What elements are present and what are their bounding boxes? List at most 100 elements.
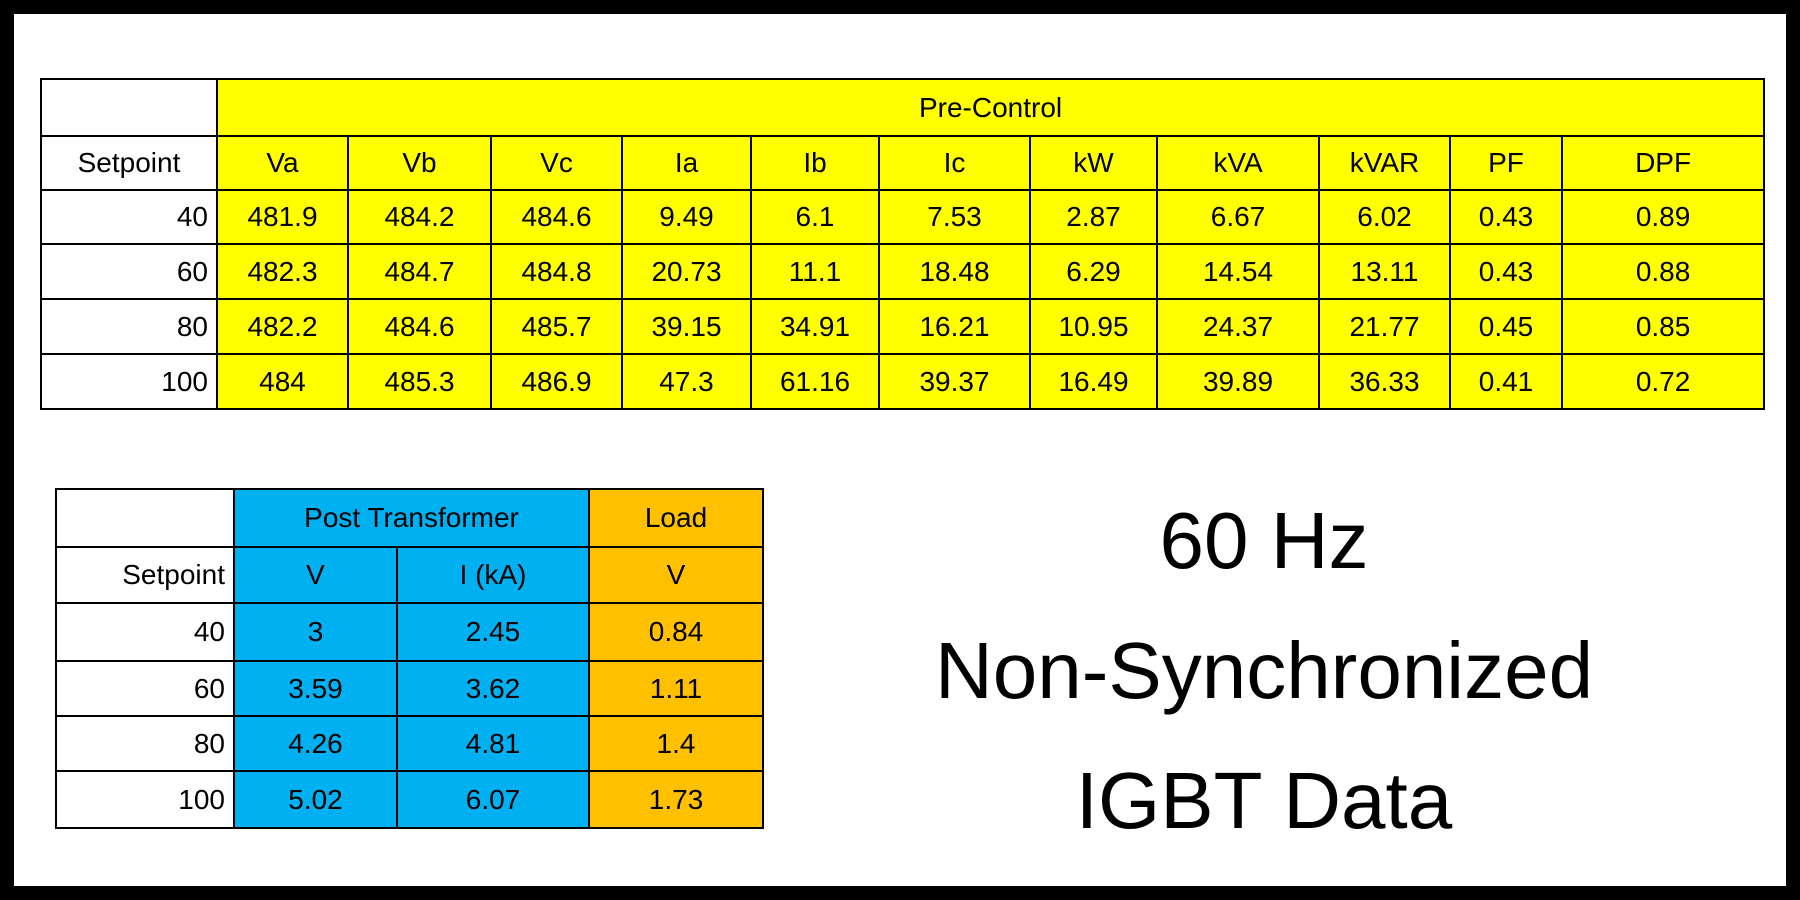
header-row: Setpoint V I (kA) V <box>55 546 765 604</box>
cell: 0.45 <box>1449 298 1563 355</box>
column-header: Va <box>216 135 349 191</box>
cell: 484 <box>216 353 349 410</box>
data-row: 60 3.59 3.62 1.11 <box>55 660 765 717</box>
data-row: 60 482.3 484.7 484.8 20.73 11.1 18.48 6.29 14.54… <box>40 243 1766 300</box>
cell: 3.59 <box>233 660 398 717</box>
setpoint: 60 <box>55 660 235 717</box>
header-row: Setpoint Va Vb Vc Ia Ib Ic kW kVA kVAR PF DPF <box>40 135 1766 191</box>
data-row: 40 3 2.45 0.84 <box>55 602 765 662</box>
column-header: DPF <box>1560 135 1766 191</box>
data-row: 100 484 485.3 486.9 47.3 61.16 39.37 16.49 39.89… <box>40 353 1766 410</box>
title-line: 60 Hz <box>1159 496 1369 585</box>
setpoint: 40 <box>40 189 218 245</box>
column-header: Setpoint <box>55 546 235 604</box>
column-header: Ic <box>878 135 1031 191</box>
cell: 9.49 <box>621 189 752 245</box>
setpoint: 60 <box>40 243 218 300</box>
cell: 0.41 <box>1449 353 1563 410</box>
column-header: I (kA) <box>395 546 591 604</box>
group-header: Post Transformer <box>232 488 591 548</box>
cell: 14.54 <box>1156 243 1320 300</box>
cell: 0.43 <box>1449 243 1563 300</box>
title-line: Non-Synchronized <box>934 626 1594 715</box>
cell: 39.15 <box>621 298 752 355</box>
cell: 10.95 <box>1029 298 1158 355</box>
cell: 482.2 <box>216 298 349 355</box>
cell: 6.07 <box>395 770 591 829</box>
cell: 5.02 <box>233 770 398 829</box>
cell: 4.81 <box>395 715 591 772</box>
setpoint: 40 <box>55 602 235 662</box>
cell: 20.73 <box>621 243 752 300</box>
cell: 2.45 <box>395 602 591 662</box>
cell: 6.29 <box>1029 243 1158 300</box>
cell: 485.7 <box>490 298 623 355</box>
frame: Pre-Control Setpoint Va Vb Vc Ia Ib Ic kW kVA kVAR… <box>14 14 1786 886</box>
cell: 482.3 <box>216 243 349 300</box>
header-row: Pre-Control <box>40 78 1766 137</box>
cell: 0.84 <box>588 602 765 662</box>
cell: 39.89 <box>1156 353 1320 410</box>
cell: 486.9 <box>490 353 623 410</box>
cell: 4.26 <box>233 715 398 772</box>
setpoint: 100 <box>55 770 235 829</box>
cell: 0.43 <box>1449 189 1563 245</box>
cell: 18.48 <box>878 243 1031 300</box>
data-row: 100 5.02 6.07 1.73 <box>55 770 765 829</box>
cell: 16.21 <box>878 298 1031 355</box>
cell: 3.62 <box>395 660 591 717</box>
setpoint: 80 <box>40 298 218 355</box>
cell: 6.67 <box>1156 189 1320 245</box>
header-row: Post Transformer Load <box>55 488 765 548</box>
post-table: Post Transformer Load Setpoint V I (kA) V 40 3 2… <box>55 488 765 829</box>
data-row: 80 4.26 4.81 1.4 <box>55 715 765 772</box>
pre-control-table: Pre-Control Setpoint Va Vb Vc Ia Ib Ic kW kVA kVAR… <box>40 78 1766 410</box>
cell: 34.91 <box>750 298 880 355</box>
cell: 2.87 <box>1029 189 1158 245</box>
cell: 36.33 <box>1318 353 1451 410</box>
cell: 0.72 <box>1560 353 1766 410</box>
column-header: V <box>233 546 398 604</box>
cell: 484.7 <box>347 243 492 300</box>
cell: 7.53 <box>878 189 1031 245</box>
setpoint: 100 <box>40 353 218 410</box>
cell: 1.73 <box>588 770 765 829</box>
empty-cell <box>40 78 218 137</box>
cell: 484.8 <box>490 243 623 300</box>
empty-cell <box>55 488 235 548</box>
data-row: 80 482.2 484.6 485.7 39.15 34.91 16.21 10.95 24.… <box>40 298 1766 355</box>
cell: 1.4 <box>588 715 765 772</box>
cell: 16.49 <box>1029 353 1158 410</box>
column-header: Ia <box>621 135 752 191</box>
group-header: Pre-Control <box>215 78 1766 137</box>
column-header: Vc <box>490 135 623 191</box>
column-header: Vb <box>347 135 492 191</box>
cell: 0.88 <box>1560 243 1766 300</box>
data-row: 40 481.9 484.2 484.6 9.49 6.1 7.53 2.87 6.67 6.02… <box>40 189 1766 245</box>
cell: 485.3 <box>347 353 492 410</box>
cell: 11.1 <box>750 243 880 300</box>
cell: 1.11 <box>588 660 765 717</box>
cell: 484.2 <box>347 189 492 245</box>
column-header: PF <box>1449 135 1563 191</box>
column-header: Setpoint <box>40 135 218 191</box>
cell: 21.77 <box>1318 298 1451 355</box>
cell: 24.37 <box>1156 298 1320 355</box>
cell: 61.16 <box>750 353 880 410</box>
setpoint: 80 <box>55 715 235 772</box>
cell: 47.3 <box>621 353 752 410</box>
group-header: Load <box>588 488 765 548</box>
cell: 6.1 <box>750 189 880 245</box>
column-header: V <box>588 546 765 604</box>
cell: 0.85 <box>1560 298 1766 355</box>
cell: 3 <box>233 602 398 662</box>
column-header: kVAR <box>1318 135 1451 191</box>
column-header: kVA <box>1156 135 1320 191</box>
cell: 0.89 <box>1560 189 1766 245</box>
cell: 6.02 <box>1318 189 1451 245</box>
cell: 484.6 <box>347 298 492 355</box>
title: 60 Hz Non-Synchronized IGBT Data <box>814 476 1714 866</box>
column-header: Ib <box>750 135 880 191</box>
cell: 39.37 <box>878 353 1031 410</box>
